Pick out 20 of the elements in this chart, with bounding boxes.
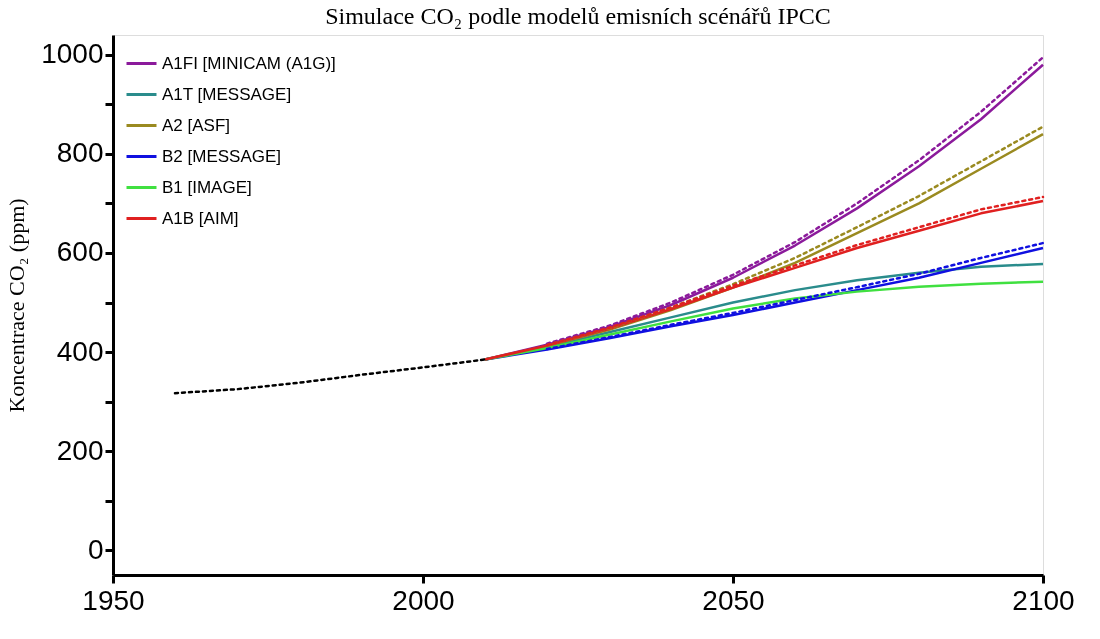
y-tick-label: 200 bbox=[56, 434, 104, 466]
legend-label: A1B [AIM] bbox=[162, 208, 239, 228]
line-series bbox=[483, 199, 1045, 361]
y-axis-title: Koncentrace CO₂ (ppm) bbox=[4, 198, 30, 413]
y-tick-label: 800 bbox=[56, 137, 104, 169]
x-tick-label: 2000 bbox=[392, 584, 455, 616]
legend-label: A1T [MESSAGE] bbox=[162, 84, 292, 104]
legend-label: B1 [IMAGE] bbox=[162, 177, 252, 197]
chart-title: Simulace CO₂ podle modelů emisních scénářů IPCC bbox=[325, 3, 831, 29]
legend-label: A1FI [MINICAM (A1G)] bbox=[162, 53, 336, 73]
line-series bbox=[173, 358, 487, 395]
x-tick-label: 1950 bbox=[82, 584, 145, 616]
legend-label: B2 [MESSAGE] bbox=[162, 146, 282, 166]
y-tick-label: 400 bbox=[56, 335, 104, 367]
y-tick-label: 0 bbox=[87, 533, 104, 565]
y-tick-label: 600 bbox=[56, 236, 104, 268]
legend-label: A2 [ASF] bbox=[162, 115, 231, 135]
y-tick-label: 1000 bbox=[41, 38, 104, 70]
x-tick-label: 2050 bbox=[702, 584, 765, 616]
x-tick-label: 2100 bbox=[1012, 584, 1075, 616]
